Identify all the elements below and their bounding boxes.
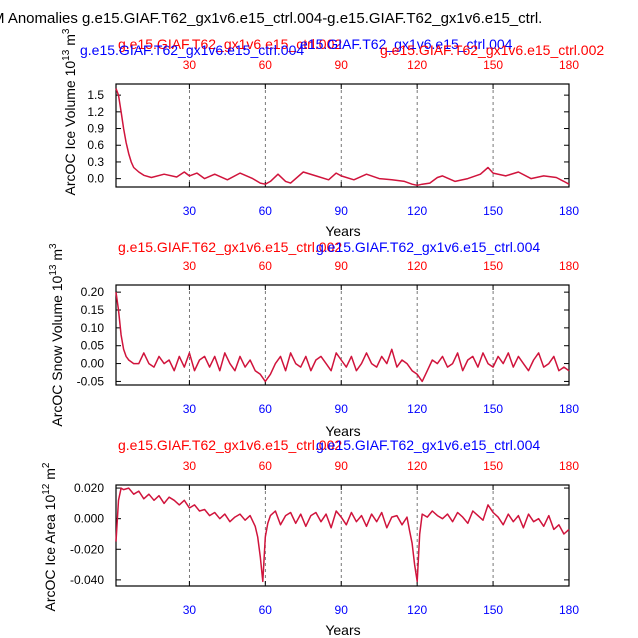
panel1-xlabel: Years <box>325 223 360 239</box>
panel2-xticklabel-bottom-30: 30 <box>183 402 197 416</box>
panel3-yticklabel--0.020: -0.020 <box>70 542 104 556</box>
panel1-yticklabel-0.3: 0.3 <box>87 155 104 169</box>
page-title: M Anomalies g.e15.GIAF.T62_gx1v6.e15_ctr… <box>0 10 542 27</box>
panel3-yticklabel--0.040: -0.040 <box>70 573 104 587</box>
panel2-xticklabel-bottom-150: 150 <box>483 402 503 416</box>
panel2-yticklabel-0.05: 0.05 <box>81 339 105 353</box>
panel3-xticklabel-top-30: 30 <box>183 459 197 473</box>
panel2-xticklabel-top-30: 30 <box>183 259 197 273</box>
panel3-xlabel: Years <box>325 622 360 638</box>
panel2-xlabel: Years <box>325 423 360 439</box>
panel2-xticklabel-top-90: 90 <box>335 259 349 273</box>
panel2-title-right: g.e15.GIAF.T62_gx1v6.e15_ctrl.004 <box>316 239 540 255</box>
panel2-xticklabel-top-150: 150 <box>483 259 503 273</box>
panel1-yticklabel-0.0: 0.0 <box>87 172 104 186</box>
panel1-ylabel: ArcOC Ice Volume 1013 m3 <box>61 28 78 195</box>
panel1-title-overlay: e15.GIAF.T62_gx1v6.e15_ctrl.004 <box>300 36 513 52</box>
panel1-xticklabel-top-180: 180 <box>559 58 579 72</box>
panel2-xticklabel-bottom-180: 180 <box>559 402 579 416</box>
plot-layer: 30 30 60 60 90 90 120 120 150 150 180 180 1.5 1.2 0.9 0… <box>70 58 579 617</box>
panel1-xticklabel-top-150: 150 <box>483 58 503 72</box>
panel3-title-left: g.e15.GIAF.T62_gx1v6.e15_ctrl.002 <box>118 437 342 453</box>
panel3-yticklabel-0.020: 0.020 <box>74 481 104 495</box>
panel1-frame <box>115 83 570 188</box>
panel3-title-right: g.e15.GIAF.T62_gx1v6.e15_ctrl.004 <box>316 437 540 453</box>
panel2-yticklabel-0.00: 0.00 <box>81 357 105 371</box>
panel3-xticklabel-top-150: 150 <box>483 459 503 473</box>
panel3-xticklabel-bottom-90: 90 <box>335 603 349 617</box>
panel1-xticklabel-top-120: 120 <box>407 58 427 72</box>
panel1-title-mid: g.e15.GIAF.T62_gx1v6.e15_ctrl.002 <box>118 36 342 52</box>
panel3-xticklabel-bottom-150: 150 <box>483 603 503 617</box>
panel1-xticklabel-bottom-120: 120 <box>407 204 427 218</box>
panel2-xticklabel-bottom-120: 120 <box>407 402 427 416</box>
panel2-frame <box>115 284 570 386</box>
panel2-title-left: g.e15.GIAF.T62_gx1v6.e15_ctrl.002 <box>118 239 342 255</box>
panel2-yticklabel--0.05: -0.05 <box>77 374 105 388</box>
panel3-xticklabel-top-120: 120 <box>407 459 427 473</box>
panel1-xticklabel-bottom-150: 150 <box>483 204 503 218</box>
panel2-yticklabel-0.10: 0.10 <box>81 321 105 335</box>
panel1-xticklabel-top-60: 60 <box>259 58 273 72</box>
panel2-yticklabel-0.20: 0.20 <box>81 285 105 299</box>
panel2-series-line-0 <box>115 291 570 383</box>
panel2-xticklabel-top-60: 60 <box>259 259 273 273</box>
panel1-series-line-0 <box>115 88 570 187</box>
panel3-yticklabel-0.000: 0.000 <box>74 512 104 526</box>
panel3-series-line-0 <box>115 487 570 583</box>
panel3-xticklabel-bottom-120: 120 <box>407 603 427 617</box>
panel3-xticklabel-top-180: 180 <box>559 459 579 473</box>
panel2-plot: 30 30 60 60 90 90 120 120 150 150 180 180 0.20 0.15 0.… <box>77 259 580 416</box>
panel1-xticklabel-top-30: 30 <box>183 58 197 72</box>
panel1-yticklabel-0.9: 0.9 <box>87 122 104 136</box>
panel3-plot: 30 30 60 60 90 90 120 120 150 150 180 180 0.020 0.000… <box>70 459 579 617</box>
panel1-plot: 30 30 60 60 90 90 120 120 150 150 180 180 1.5 1.2 0.9 0… <box>87 58 579 218</box>
panel2-yticklabel-0.15: 0.15 <box>81 303 105 317</box>
panel1-xticklabel-bottom-60: 60 <box>259 204 273 218</box>
panel1-xticklabel-top-90: 90 <box>335 58 349 72</box>
panel1-title-right: g.e15.GIAF.T62_gx1v6.e15_ctrl.002 <box>380 42 604 58</box>
panel2-xticklabel-bottom-60: 60 <box>259 402 273 416</box>
panel3-xticklabel-top-60: 60 <box>259 459 273 473</box>
panel-snow-volume: g.e15.GIAF.T62_gx1v6.e15_ctrl.002 g.e15.… <box>48 239 540 439</box>
panel2-xticklabel-bottom-90: 90 <box>335 402 349 416</box>
panel1-yticklabel-1.2: 1.2 <box>87 105 104 119</box>
panel1-xticklabel-bottom-30: 30 <box>183 204 197 218</box>
panel2-xticklabel-top-180: 180 <box>559 259 579 273</box>
panel-ice-volume: g.e15.GIAF.T62_gx1v6.e15_ctrl.002 g.e15.… <box>61 28 604 239</box>
panel3-xticklabel-bottom-30: 30 <box>183 603 197 617</box>
panel1-yticklabel-1.5: 1.5 <box>87 88 104 102</box>
panel3-xticklabel-bottom-60: 60 <box>259 603 273 617</box>
panel1-xticklabel-bottom-90: 90 <box>335 204 349 218</box>
panel1-xticklabel-bottom-180: 180 <box>559 204 579 218</box>
panel2-xticklabel-top-120: 120 <box>407 259 427 273</box>
panel3-ylabel: ArcOC Ice Area 1012 m2 <box>41 462 58 611</box>
panel1-yticklabel-0.6: 0.6 <box>87 138 104 152</box>
panel3-xticklabel-top-90: 90 <box>335 459 349 473</box>
panel2-ylabel: ArcOC Snow Volume 1013 m3 <box>48 243 65 427</box>
panel3-xticklabel-bottom-180: 180 <box>559 603 579 617</box>
panel-ice-area: g.e15.GIAF.T62_gx1v6.e15_ctrl.002 g.e15.… <box>41 437 540 638</box>
panel1-title-left: g.e15.GIAF.T62_gx1v6.e15_ctrl.004 <box>80 42 304 58</box>
